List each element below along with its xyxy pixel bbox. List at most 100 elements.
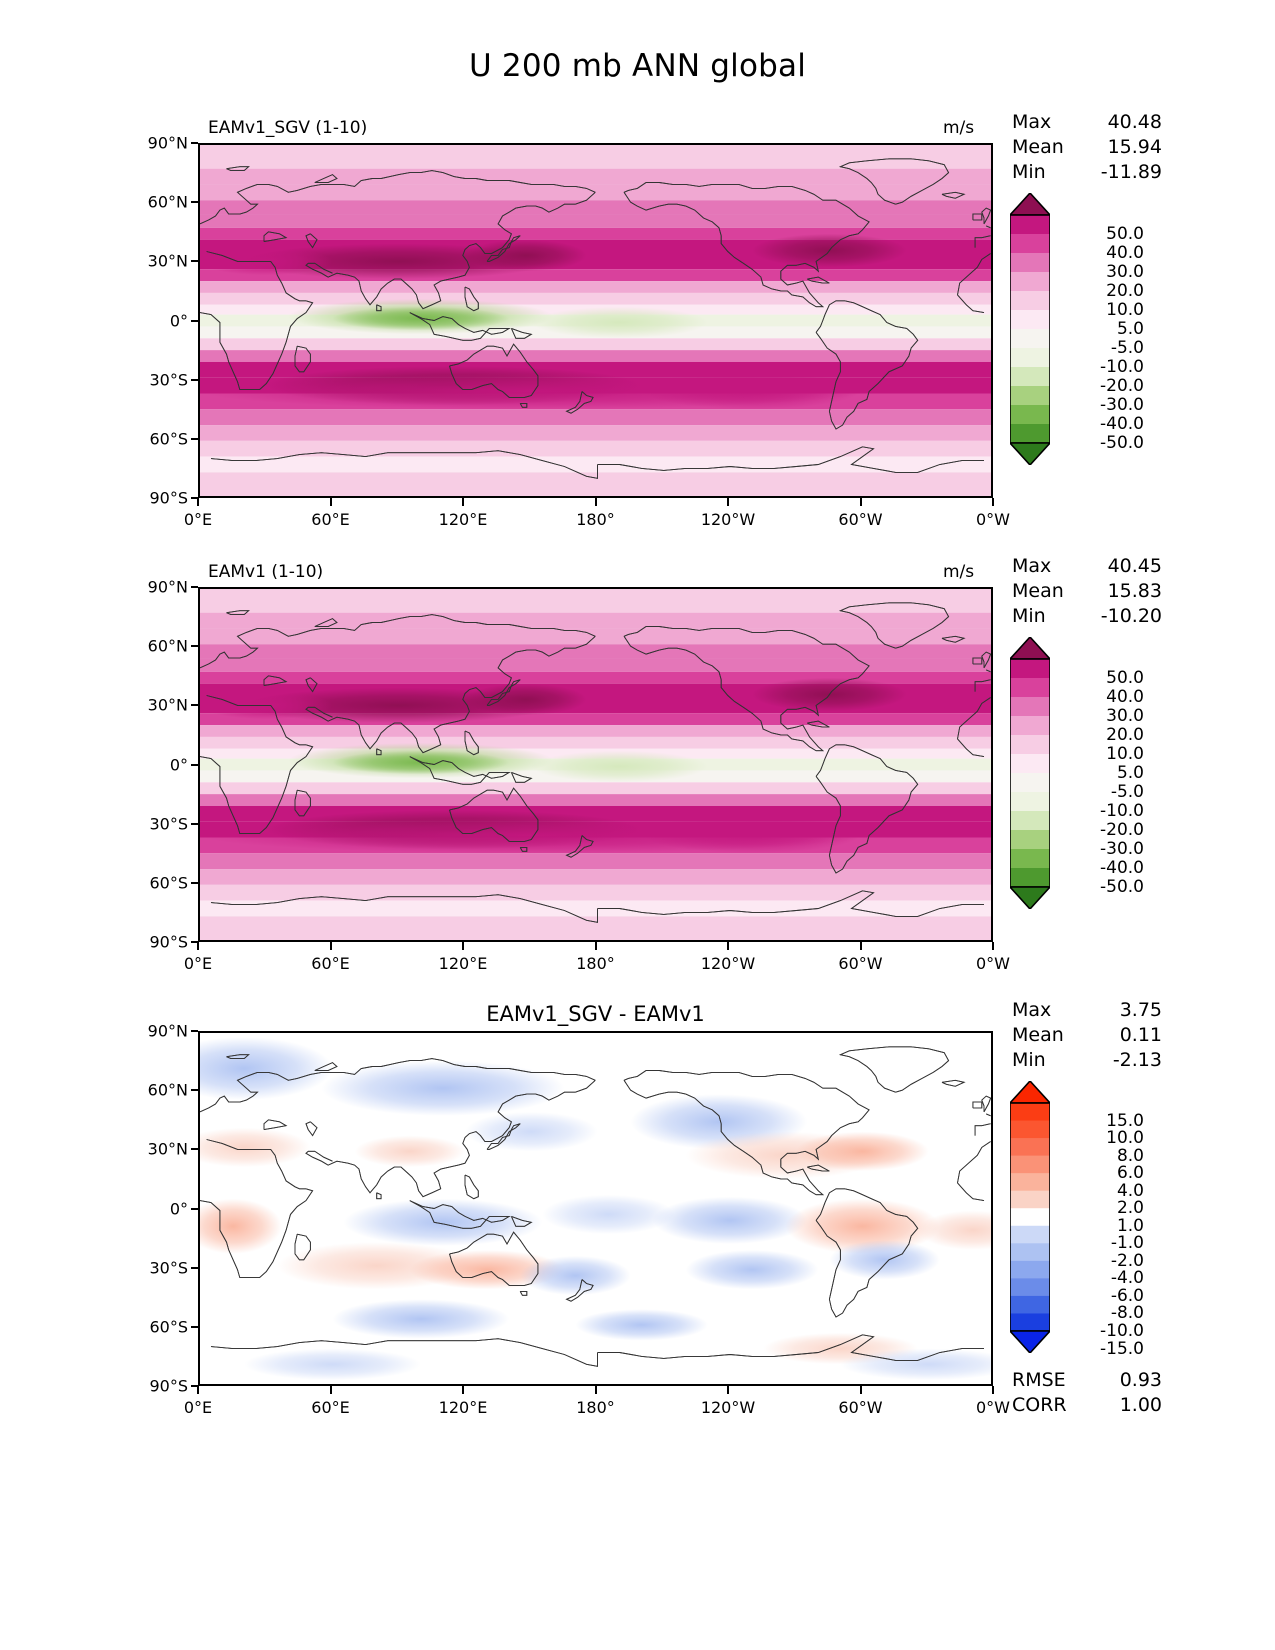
colorbar-tick-label: -50.0	[1100, 433, 1144, 453]
lon-tick-label: 0°W	[976, 1398, 1010, 1417]
stat-value: 40.48	[1107, 111, 1162, 133]
lat-tick-label: 60°S	[149, 1317, 188, 1337]
panel-footer-stats: RMSE 0.93 CORR 1.00	[1012, 1368, 1162, 1418]
lat-tick-mark	[191, 704, 198, 707]
colorbar-tick-label: 30.0	[1106, 262, 1144, 282]
panel-label: EAMv1 (1-10)	[208, 562, 324, 582]
lat-tick-label: 90°N	[147, 577, 188, 597]
lat-tick-mark	[191, 1325, 198, 1328]
lon-tick-mark	[594, 942, 597, 950]
colorbar-tick-label: 50.0	[1106, 224, 1144, 244]
lat-tick-label: 30°S	[149, 1258, 188, 1278]
lat-tick-mark	[191, 763, 198, 766]
colorbar-tick-label: 10.0	[1106, 744, 1144, 764]
colorbar-labels: 50.0 40.0 30.0 20.0 10.0 5.0 -5.0 -10.0 -20.0 -30…	[1056, 637, 1144, 909]
lon-tick-label: 0°E	[183, 954, 213, 973]
stat-key: Mean	[1012, 1024, 1064, 1046]
colorbar-tick-label: -50.0	[1100, 877, 1144, 897]
stat-key: Min	[1012, 605, 1046, 627]
stat-key: Mean	[1012, 580, 1064, 602]
panel-title: EAMv1_SGV - EAMv1	[486, 1002, 705, 1026]
lat-tick-label: 30°N	[147, 251, 188, 271]
lon-tick-label: 180°	[576, 510, 615, 529]
lat-tick-mark	[191, 645, 198, 648]
lat-tick-label: 90°S	[149, 1376, 188, 1396]
lat-tick-mark	[191, 142, 198, 144]
lat-tick-label: 60°N	[147, 192, 188, 212]
lat-tick-mark	[191, 260, 198, 263]
lon-tick-label: 180°	[576, 1398, 615, 1417]
stat-key: Max	[1012, 555, 1052, 577]
colorbar-tick-label: 20.0	[1106, 725, 1144, 745]
lat-tick-mark	[191, 1030, 198, 1032]
colorbar-tick-label: -8.0	[1110, 1303, 1144, 1324]
lat-tick-label: 90°S	[149, 932, 188, 952]
lon-tick-mark	[329, 942, 332, 950]
lon-tick-label: 120°W	[700, 1398, 756, 1417]
lon-tick-mark	[462, 1386, 464, 1394]
stat-row: CORR 1.00	[1012, 1393, 1162, 1418]
stat-row: Min -11.89	[1012, 160, 1162, 185]
stat-key: CORR	[1012, 1394, 1067, 1416]
lon-tick-mark	[992, 498, 994, 506]
lon-tick-label: 120°E	[438, 954, 488, 973]
colorbar	[1009, 1080, 1051, 1354]
stat-row: Min -2.13	[1012, 1048, 1162, 1073]
lon-tick-label: 120°E	[438, 510, 488, 529]
stat-value: 1.00	[1119, 1394, 1162, 1416]
stat-key: Min	[1012, 161, 1046, 183]
colorbar-tick-label: 6.0	[1116, 1163, 1144, 1184]
lat-tick-label: 60°N	[147, 636, 188, 656]
colorbar-tick-label: -10.0	[1100, 357, 1144, 377]
lat-tick-label: 0°	[169, 755, 188, 774]
lon-tick-label: 60°W	[838, 510, 883, 529]
colorbar-tick-label: 2.0	[1116, 1198, 1144, 1219]
colorbar-tick-label: -10.0	[1100, 801, 1144, 821]
lon-tick-mark	[197, 1386, 199, 1394]
colorbar-labels: 15.0 10.0 8.0 6.0 4.0 2.0 1.0 -1.0 -2.0 -4.0 -6.0-…	[1056, 1081, 1144, 1359]
stat-key: Mean	[1012, 136, 1064, 158]
stat-value: -11.89	[1100, 161, 1162, 183]
colorbar	[1009, 192, 1051, 466]
lon-tick-label: 120°W	[700, 510, 756, 529]
lon-tick-mark	[727, 942, 729, 950]
colorbar-tick-label: -30.0	[1100, 395, 1144, 415]
colorbar-tick-label: -20.0	[1100, 376, 1144, 396]
colorbar-tick-label: -40.0	[1100, 414, 1144, 434]
lon-tick-label: 0°W	[976, 510, 1010, 529]
lon-tick-mark	[594, 498, 597, 506]
figure-title: U 200 mb ANN global	[468, 48, 807, 84]
panel-units-label: m/s	[943, 118, 975, 138]
stat-row: Max 40.45	[1012, 554, 1162, 579]
lon-tick-mark	[329, 1386, 332, 1394]
colorbar-tick-label: -15.0	[1100, 1338, 1144, 1359]
colorbar-tick-label: -20.0	[1100, 820, 1144, 840]
lat-tick-label: 30°N	[147, 1139, 188, 1159]
lat-tick-mark	[191, 881, 198, 884]
lon-tick-label: 180°	[576, 954, 615, 973]
coastlines	[200, 1046, 991, 1367]
colorbar-labels: 50.0 40.0 30.0 20.0 10.0 5.0 -5.0 -10.0 -20.0 -30…	[1056, 193, 1144, 465]
map-plot-area	[198, 143, 993, 498]
lat-tick-mark	[191, 1385, 198, 1387]
colorbar-tick-label: 20.0	[1106, 281, 1144, 301]
stat-row: Max 3.75	[1012, 998, 1162, 1023]
stat-value: 3.75	[1119, 999, 1162, 1021]
lon-tick-mark	[859, 1386, 862, 1394]
lat-tick-label: 30°N	[147, 695, 188, 715]
lon-tick-mark	[727, 498, 729, 506]
map-plot-area	[198, 1031, 993, 1386]
colorbar-tick-label: 10.0	[1106, 300, 1144, 320]
panel-units-label: m/s	[943, 562, 975, 582]
colorbar-tick-label: -5.0	[1110, 338, 1144, 358]
lon-tick-label: 60°E	[311, 954, 350, 973]
colorbar-tick-label: 5.0	[1116, 763, 1144, 783]
stat-value: -2.13	[1112, 1049, 1162, 1071]
coastlines	[200, 158, 991, 479]
lat-tick-label: 0°	[169, 311, 188, 330]
colorbar	[1009, 636, 1051, 910]
lon-tick-mark	[197, 498, 199, 506]
map-plot-area	[198, 587, 993, 942]
coastlines	[200, 602, 991, 923]
lat-tick-mark	[191, 378, 198, 381]
